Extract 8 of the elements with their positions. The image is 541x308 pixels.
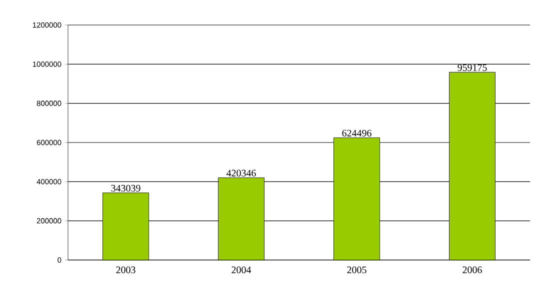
data-label: 420346: [226, 170, 256, 176]
x-tick-label: 2005: [347, 266, 366, 274]
x-tick-label: 2003: [116, 266, 136, 274]
x-tick-label: 2006: [462, 266, 482, 274]
x-tick-label: 2004: [232, 266, 252, 274]
data-label: 624496: [342, 130, 372, 137]
data-label: 343039: [111, 184, 140, 192]
data-label: 959175: [458, 64, 487, 71]
